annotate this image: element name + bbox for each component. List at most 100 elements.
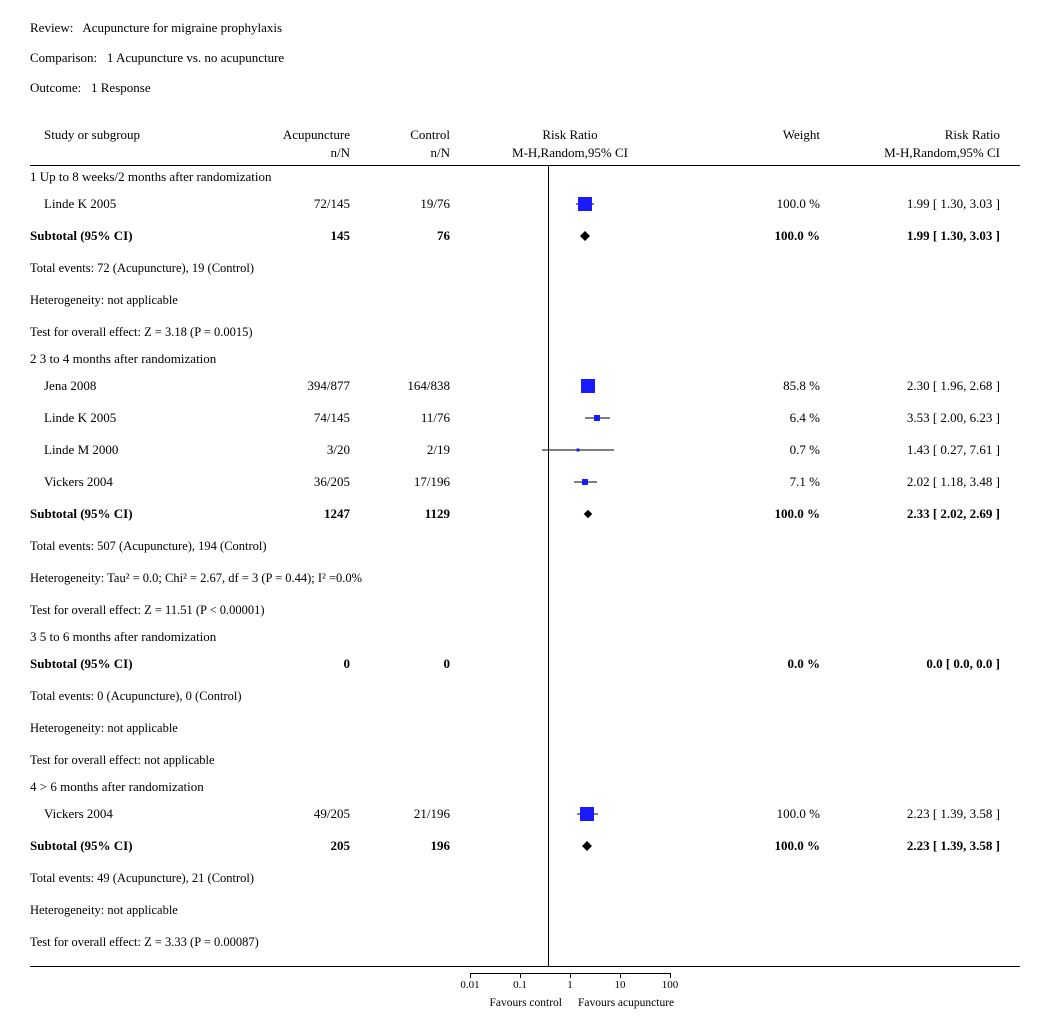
hdr-rr-sub: M-H,Random,95% CI [884,145,1000,160]
plot-area [470,654,670,674]
subtotal-t2: 0 [350,656,450,672]
subtotal-weight: 100.0 % [690,838,820,854]
comparison-value: 1 Acupuncture vs. no acupuncture [107,50,284,65]
point-estimate [581,379,595,393]
study-rr: 2.02 [ 1.18, 3.48 ] [820,474,1000,490]
study-name: Jena 2008 [30,378,240,394]
study-weight: 100.0 % [690,806,820,822]
study-row: Linde K 2005 74/145 11/76 6.4 % 3.53 [ 2… [30,402,1020,434]
hdr-study: Study or subgroup [44,127,140,142]
axis-tick-label: 100 [662,979,679,991]
subtotal-t2: 196 [350,838,450,854]
subgroup-label: 3 5 to 6 months after randomization [30,626,1020,648]
study-row: Vickers 2004 49/205 21/196 100.0 % 2.23 … [30,798,1020,830]
study-name: Linde M 2000 [30,442,240,458]
study-t1: 72/145 [240,196,350,212]
stat-line: Test for overall effect: Z = 3.18 (P = 0… [30,316,1020,348]
hdr-t2-sub: n/N [431,145,451,160]
review-line: Review: Acupuncture for migraine prophyl… [30,20,1020,36]
study-t2: 11/76 [350,410,450,426]
subtotal-rr: 1.99 [ 1.30, 3.03 ] [820,228,1000,244]
subgroup-label: 2 3 to 4 months after randomization [30,348,1020,370]
axis-tick [470,973,471,978]
study-row: Jena 2008 394/877 164/838 85.8 % 2.30 [ … [30,370,1020,402]
study-t2: 2/19 [350,442,450,458]
subtotal-t1: 0 [240,656,350,672]
subtotal-t1: 205 [240,838,350,854]
axis-tick [520,973,521,978]
study-rr: 3.53 [ 2.00, 6.23 ] [820,410,1000,426]
subtotal-rr: 0.0 [ 0.0, 0.0 ] [820,656,1000,672]
stat-line: Test for overall effect: Z = 3.33 (P = 0… [30,926,1020,958]
comparison-line: Comparison: 1 Acupuncture vs. no acupunc… [30,50,1020,66]
study-rr: 2.23 [ 1.39, 3.58 ] [820,806,1000,822]
subtotal-label: Subtotal (95% CI) [30,838,240,854]
plot-area [470,504,670,524]
subtotal-diamond [580,231,590,241]
plot-area [470,472,670,492]
hdr-t1-sub: n/N [331,145,351,160]
study-name: Vickers 2004 [30,474,240,490]
plot-area [470,194,670,214]
stat-line: Total events: 507 (Acupuncture), 194 (Co… [30,530,1020,562]
study-t1: 394/877 [240,378,350,394]
study-weight: 7.1 % [690,474,820,490]
plot-area [470,440,670,460]
axis-tick-label: 10 [615,979,626,991]
table-header: Study or subgroup Acupuncture n/N Contro… [30,126,1020,166]
stat-line: Test for overall effect: Z = 11.51 (P < … [30,594,1020,626]
study-t1: 36/205 [240,474,350,490]
subtotal-row: Subtotal (95% CI) 1247 1129 100.0 % 2.33… [30,498,1020,530]
subtotal-label: Subtotal (95% CI) [30,506,240,522]
axis-tick [570,973,571,978]
subtotal-rr: 2.23 [ 1.39, 3.58 ] [820,838,1000,854]
hdr-t1: Acupuncture [283,127,350,142]
review-label: Review: [30,20,73,35]
study-t2: 17/196 [350,474,450,490]
stat-line: Total events: 72 (Acupuncture), 19 (Cont… [30,252,1020,284]
point-estimate [576,449,579,452]
outcome-line: Outcome: 1 Response [30,80,1020,96]
stat-line: Total events: 49 (Acupuncture), 21 (Cont… [30,862,1020,894]
study-name: Linde K 2005 [30,196,240,212]
study-t2: 19/76 [350,196,450,212]
plot-area [470,226,670,246]
stat-line: Heterogeneity: Tau² = 0.0; Chi² = 2.67, … [30,562,1020,594]
point-estimate [580,807,594,821]
subgroup-label: 4 > 6 months after randomization [30,776,1020,798]
review-value: Acupuncture for migraine prophylaxis [82,20,282,35]
hdr-plot: Risk Ratio [542,127,597,142]
subtotal-label: Subtotal (95% CI) [30,228,240,244]
subtotal-t1: 1247 [240,506,350,522]
study-t1: 3/20 [240,442,350,458]
outcome-label: Outcome: [30,80,81,95]
study-name: Vickers 2004 [30,806,240,822]
subtotal-row: Subtotal (95% CI) 145 76 100.0 % 1.99 [ … [30,220,1020,252]
study-row: Linde K 2005 72/145 19/76 100.0 % 1.99 [… [30,188,1020,220]
subtotal-diamond [584,510,592,518]
axis: 0.010.1110100Favours controlFavours acup… [30,973,1020,1015]
forest-body: 1 Up to 8 weeks/2 months after randomiza… [30,166,1020,967]
study-t1: 74/145 [240,410,350,426]
study-rr: 1.43 [ 0.27, 7.61 ] [820,442,1000,458]
subtotal-rr: 2.33 [ 2.02, 2.69 ] [820,506,1000,522]
axis-tick-label: 0.01 [460,979,479,991]
study-weight: 6.4 % [690,410,820,426]
study-rr: 1.99 [ 1.30, 3.03 ] [820,196,1000,212]
stat-line: Heterogeneity: not applicable [30,894,1020,926]
point-estimate [582,479,588,485]
axis-tick-label: 0.1 [513,979,527,991]
study-row: Linde M 2000 3/20 2/19 0.7 % 1.43 [ 0.27… [30,434,1020,466]
subtotal-weight: 100.0 % [690,228,820,244]
subtotal-t2: 76 [350,228,450,244]
subtotal-row: Subtotal (95% CI) 205 196 100.0 % 2.23 [… [30,830,1020,862]
hdr-plot-sub: M-H,Random,95% CI [512,145,628,160]
plot-area [470,804,670,824]
axis-tick [620,973,621,978]
subtotal-weight: 0.0 % [690,656,820,672]
point-estimate [594,415,600,421]
stat-line: Heterogeneity: not applicable [30,712,1020,744]
study-rr: 2.30 [ 1.96, 2.68 ] [820,378,1000,394]
subtotal-t1: 145 [240,228,350,244]
study-weight: 0.7 % [690,442,820,458]
